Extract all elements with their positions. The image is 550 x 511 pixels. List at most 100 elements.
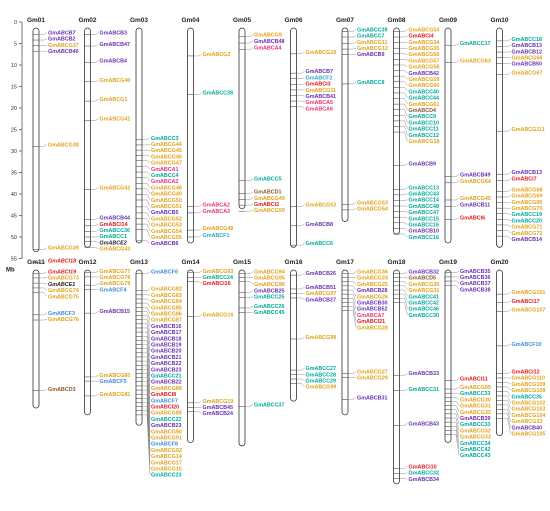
gene-connector (142, 223, 151, 232)
gene-connector (399, 472, 408, 474)
gene-label: GmABCG31 (460, 404, 491, 410)
gene-connector (142, 307, 151, 314)
gene-connector (142, 288, 151, 291)
gene-label: GmABCG94 (254, 269, 285, 275)
gene-connector (502, 51, 511, 53)
chromosome-name: Gm02 (78, 17, 96, 24)
gene-connector (142, 188, 151, 194)
gene-label: GmABCB14 (512, 237, 543, 243)
gene-label: GmABCG102 (512, 401, 546, 407)
gene-label: GmABCG41 (100, 116, 131, 122)
gene-label: GmABCI2 (254, 202, 279, 208)
gene-label: GmABCC42 (460, 447, 491, 453)
gene-connector (90, 374, 99, 378)
gene-label: GmABCB9 (357, 52, 385, 58)
gene-connector (399, 228, 408, 232)
gene-label: GmABCB22 (151, 361, 182, 367)
gene-connector (348, 41, 357, 44)
gene-connector (399, 222, 408, 225)
gene-connector (245, 47, 254, 50)
chromosome-panel-bottom: Gm11GmABCI19GmABCG73GmABCE1GmABCG74GmABC… (27, 259, 546, 485)
gene-label: GmABCG92 (151, 448, 182, 454)
gene-connector (451, 430, 460, 450)
gene-connector (348, 29, 357, 32)
gene-connector (348, 310, 357, 328)
gene-label: GmABCF2 (306, 75, 333, 81)
gene-connector (142, 166, 151, 170)
gene-connector (142, 206, 151, 213)
gene-connector (142, 410, 151, 469)
gene-connector (399, 199, 408, 201)
gene-label: GmABCG45 (151, 148, 182, 154)
gene-connector (142, 402, 151, 457)
gene-label: GmABCG46 (151, 154, 182, 160)
gene-label: GmABCG74 (48, 288, 79, 294)
gene-connector (142, 344, 151, 370)
gene-connector (399, 35, 408, 38)
gene-label: GmABCC20 (512, 218, 543, 224)
gene-label: GmABCB13 (512, 43, 543, 49)
gene-label: GmABCF1 (203, 233, 230, 239)
gene-label: GmABCC35 (512, 394, 543, 400)
gene-label: GmABCB22 (151, 380, 182, 386)
gene-connector (502, 213, 511, 215)
gene-label: GmABCB32 (409, 269, 440, 275)
gene-connector (399, 163, 408, 166)
gene-connector (348, 371, 357, 374)
gene-label: GmABCG75 (48, 294, 79, 300)
gene-label: GmABCG35 (409, 46, 440, 52)
gene-label: GmABCC8 (357, 80, 385, 86)
gene-label: GmABCB7 (306, 69, 334, 75)
gene-connector (399, 423, 408, 426)
gene-label: GmABCG71 (512, 225, 543, 231)
gene-connector (142, 218, 151, 225)
gene-label: GmABCB31 (357, 395, 388, 401)
gene-label: GmABCG58 (409, 65, 440, 71)
gene-connector (39, 292, 48, 297)
chromosome-gm18: Gm18GmABCB32GmABCD5GmABCG30GmABCG31GmABC… (387, 259, 440, 485)
gene-connector (142, 360, 151, 395)
gene-connector (399, 41, 408, 43)
gene-label: GmABCA1 (151, 167, 179, 173)
gene-connector (502, 129, 511, 132)
gene-connector (502, 224, 511, 227)
gene-connector (296, 83, 305, 85)
gene-label: GmABCB23 (151, 423, 182, 429)
gene-label: GmABCG52 (306, 202, 337, 208)
chromosome-name: Gm19 (439, 259, 457, 266)
chromosome-name: Gm13 (130, 259, 148, 266)
gene-connector (502, 189, 511, 192)
gene-connector (399, 211, 408, 213)
gene-connector (142, 406, 151, 463)
gene-label: GmABCG33 (460, 435, 491, 441)
gene-label: GmABCB39 (460, 416, 491, 422)
gene-label: GmABCB9 (409, 162, 437, 168)
chromosome-name: Gm09 (439, 17, 457, 24)
gene-connector (451, 401, 460, 406)
gene-connector (399, 298, 408, 309)
gene-label: GmABCG89 (151, 411, 182, 417)
chromosome-bar (135, 27, 143, 244)
gene-connector (142, 356, 151, 389)
axis-tick-label: 30 (11, 149, 17, 155)
gene-connector (451, 180, 460, 184)
gene-connector (451, 405, 460, 413)
axis-tick-label: 5 (14, 42, 17, 48)
chromosome-bar (496, 27, 503, 248)
gene-label: GmABCI10 (409, 464, 437, 470)
gene-connector (399, 193, 408, 196)
gene-label: GmABCC1 (100, 234, 128, 240)
gene-connector (39, 282, 48, 285)
gene-label: GmABCB16 (151, 324, 182, 330)
gene-label: GmABCD1 (254, 190, 282, 196)
gene-connector (399, 388, 408, 391)
gene-label: GmABCG39 (48, 245, 79, 251)
gene-label: GmABCC5 (254, 177, 282, 183)
gene-label: GmABCB19 (151, 343, 182, 349)
gene-label: GmABCG66 (512, 56, 543, 62)
gene-connector (142, 327, 151, 345)
gene-connector (296, 51, 305, 54)
gene-label: GmABCB47 (100, 42, 131, 48)
gene-label: GmABCG48 (151, 185, 182, 191)
